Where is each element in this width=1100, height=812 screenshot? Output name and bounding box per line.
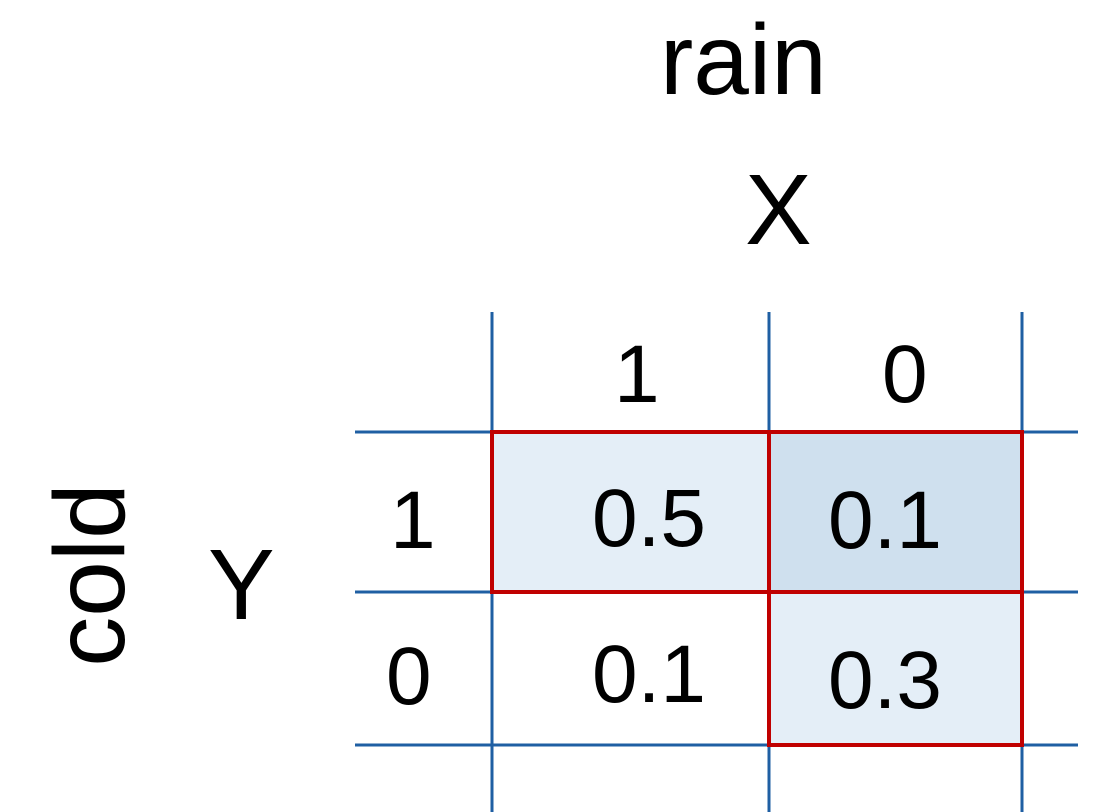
cell-rain0-cold0: 0.3	[828, 635, 942, 726]
cell-fill-rain1-cold1	[492, 432, 769, 592]
highlight-boxes	[490, 430, 1024, 747]
highlight-column-rain0	[767, 430, 1024, 747]
row-header-cold-0: 0	[386, 631, 432, 722]
y-variable-name: cold	[34, 483, 146, 667]
y-variable-symbol: Y	[208, 529, 275, 641]
x-variable-symbol: X	[745, 154, 812, 266]
cell-rain1-cold0: 0.1	[592, 629, 706, 720]
cell-fill-rain0-cold0	[769, 592, 1022, 745]
column-header-rain-0: 0	[882, 329, 928, 420]
cell-fill-rain0-cold1	[769, 432, 1022, 592]
cell-rain0-cold1: 0.1	[828, 475, 942, 566]
x-variable-name: rain	[660, 4, 827, 116]
y-variable-name-container: cold	[34, 455, 146, 695]
column-header-rain-1: 1	[614, 329, 660, 420]
row-header-cold-1: 1	[390, 475, 436, 566]
cell-rain1-cold1: 0.5	[592, 473, 706, 564]
